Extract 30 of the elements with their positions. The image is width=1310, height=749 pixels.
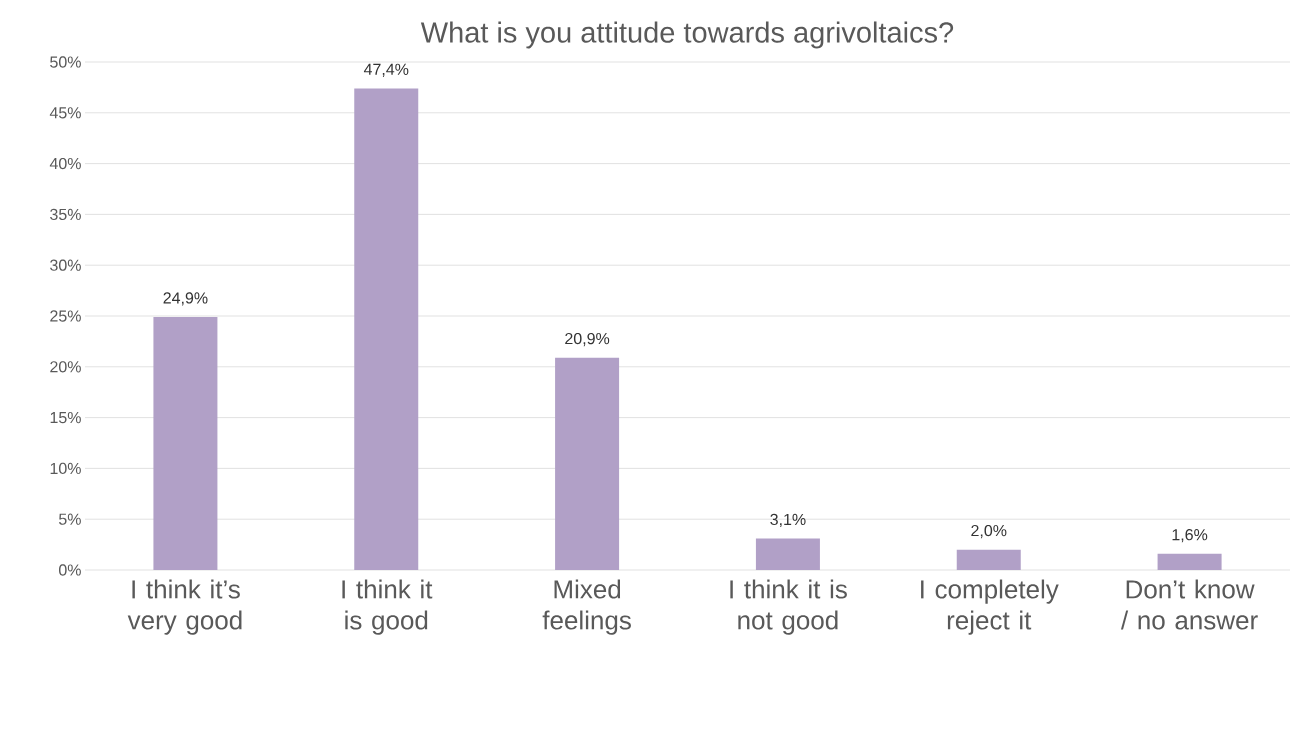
y-tick-label: 35%	[50, 208, 81, 221]
data-label: 20,9%	[565, 332, 610, 347]
bar	[555, 357, 620, 570]
x-tick-label: Mixed feelings	[542, 579, 631, 635]
data-label: 2,0%	[971, 524, 1007, 539]
chart-title: What is you attitude towards agrivoltaics?	[420, 21, 954, 49]
x-tick-label: I think it is good	[342, 579, 433, 635]
bar	[354, 88, 419, 570]
bar	[153, 317, 218, 570]
y-tick-label: 0%	[58, 564, 81, 576]
data-label: 24,9%	[163, 292, 208, 306]
x-tick-label: I think it is not good	[730, 579, 847, 635]
bar	[755, 538, 820, 570]
data-label: 47,4%	[363, 63, 409, 77]
x-tick-label: I think it’s very good	[127, 579, 242, 635]
data-label: 1,6%	[1172, 529, 1208, 543]
bar	[956, 549, 1021, 570]
data-label: 3,1%	[770, 513, 806, 527]
x-tick-label: I completely reject it	[921, 579, 1059, 635]
y-tick-label: 20%	[50, 361, 81, 373]
y-tick-label: 25%	[50, 310, 81, 322]
y-tick-label: 40%	[49, 157, 81, 170]
x-tick-label: Don’t know / no answer	[1120, 579, 1258, 630]
y-tick-label: 15%	[50, 411, 81, 424]
y-tick-label: 10%	[50, 462, 81, 475]
y-tick-label: 30%	[50, 259, 81, 271]
bar	[1157, 553, 1222, 570]
y-tick-label: 5%	[59, 513, 81, 525]
y-tick-label: 50%	[50, 56, 81, 68]
y-tick-label: 45%	[49, 107, 81, 119]
